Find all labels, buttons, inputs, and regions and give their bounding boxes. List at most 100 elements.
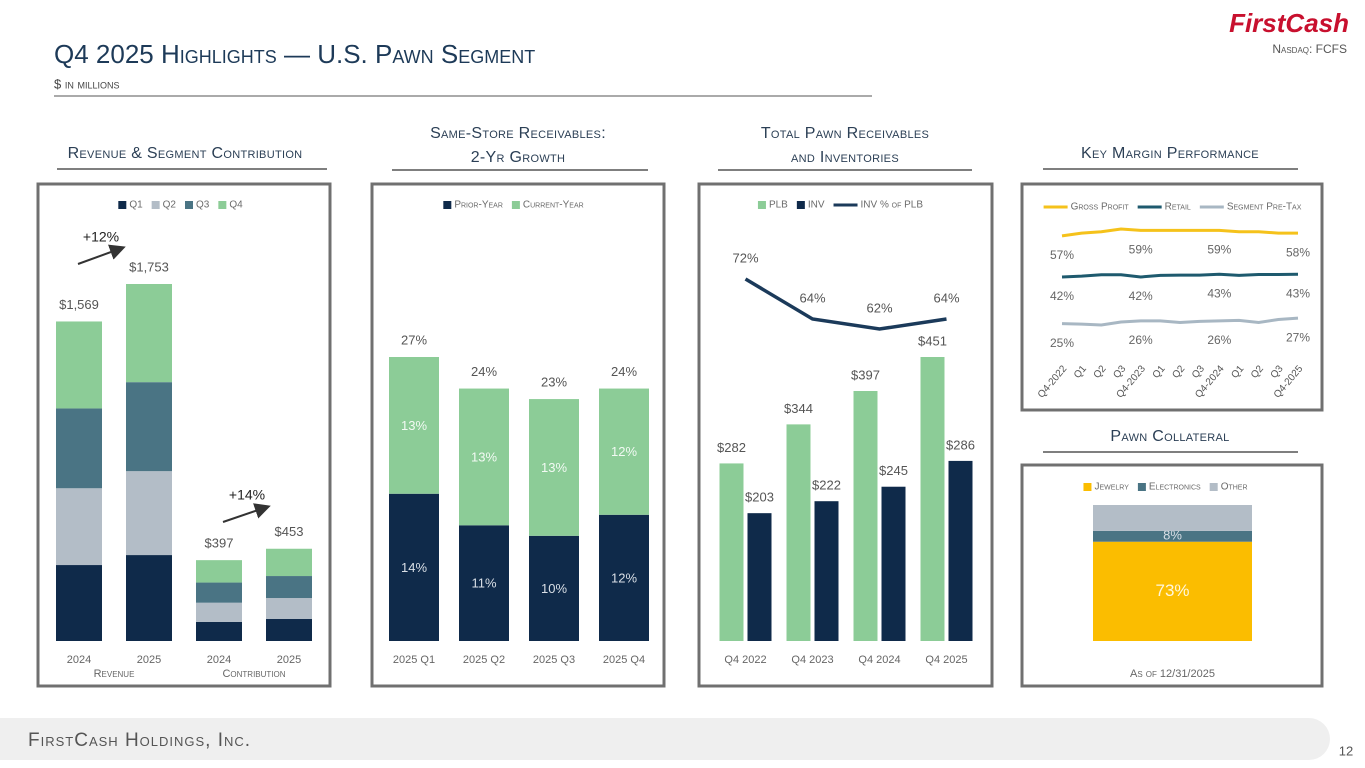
bar-segment: [1093, 530, 1252, 542]
bar: [814, 501, 839, 641]
legend-swatch: [1083, 483, 1092, 491]
bar-segment: [1093, 541, 1252, 641]
bar-segment: [56, 565, 102, 641]
x-tick-label: 2025 Q4: [603, 654, 645, 666]
value-label: $344: [784, 401, 813, 416]
bar: [786, 424, 811, 641]
line: [1061, 227, 1298, 238]
footer-bar: [0, 718, 1330, 760]
segment-label: 11%: [471, 576, 496, 591]
x-tick-label: 2024: [67, 654, 91, 666]
bar-segment: [56, 321, 102, 409]
legend-label: Other: [1221, 482, 1248, 493]
legend: Gross Profit Retail Segment Pre-Tax: [1043, 202, 1302, 213]
legend-label: PLB: [769, 200, 788, 211]
value-label: $222: [812, 478, 841, 493]
segment-label: 12%: [611, 570, 637, 585]
value-label: 59%: [1207, 243, 1231, 257]
legend-label: Jewelry: [1094, 482, 1129, 493]
legend-label: INV % of PLB: [861, 200, 924, 211]
bar: [948, 460, 973, 641]
legend-label: Q3: [196, 200, 210, 211]
value-label: 43%: [1286, 286, 1310, 300]
legend-swatch: [511, 201, 520, 209]
segment-label: 14%: [401, 560, 427, 575]
x-tick-label: Q4 2023: [791, 654, 833, 666]
page-number: 12: [1339, 743, 1353, 758]
bar: [920, 357, 945, 641]
value-label: 59%: [1129, 243, 1153, 257]
segment-label: 13%: [541, 460, 567, 475]
bar-segment: [599, 514, 649, 641]
group-label: Contribution: [222, 668, 285, 680]
line: [1061, 316, 1299, 327]
x-tick-label: As of 12/31/2025: [1130, 668, 1215, 680]
total-label: 27%: [401, 332, 427, 347]
legend-swatch: [443, 201, 452, 209]
page-title: Q4 2025 Highlights — U.S. Pawn Segment: [54, 39, 535, 69]
section-title: Key Margin Performance: [1081, 145, 1259, 162]
value-label: 64%: [933, 290, 959, 305]
legend: PLB INV INV % of PLB: [757, 200, 924, 211]
legend-label: Prior-Year: [454, 200, 503, 211]
segment-label: 73%: [1155, 581, 1189, 600]
legend: Prior-Year Current-Year: [443, 200, 584, 211]
segment-label: 13%: [401, 418, 427, 433]
bar-segment: [389, 357, 439, 494]
legend-swatch: [757, 201, 766, 209]
annotation-arrow: [77, 244, 126, 265]
legend-swatch: [1209, 483, 1218, 491]
annotation: +14%: [229, 487, 265, 503]
bar: [747, 513, 772, 641]
x-tick-label: Q4 2024: [858, 654, 900, 666]
bar-segment: [266, 598, 312, 620]
section-title: Same-Store Receivables: 2-Yr Growth: [430, 125, 606, 166]
bar: [881, 486, 906, 641]
value-label: 72%: [732, 250, 758, 265]
x-tick-label: 2025 Q1: [393, 654, 435, 666]
bar-segment: [266, 576, 312, 599]
bar-segment: [56, 488, 102, 566]
legend-swatch: [151, 201, 160, 209]
legend-swatch: [1137, 483, 1146, 491]
value-label: $451: [918, 333, 947, 348]
value-label: 57%: [1050, 248, 1074, 262]
value-label: 58%: [1286, 245, 1310, 259]
line: [744, 277, 947, 331]
footer-company: FirstCash Holdings, Inc.: [28, 730, 251, 751]
value-label: 26%: [1207, 333, 1231, 347]
logo: FirstCash: [1229, 8, 1349, 38]
legend-swatch: [796, 201, 805, 209]
bar-segment: [599, 388, 649, 515]
x-tick-label: 2025: [277, 654, 301, 666]
annotation: +12%: [83, 229, 119, 245]
legend: Q1 Q2 Q3 Q4: [118, 200, 243, 211]
bar-segment: [126, 284, 172, 383]
segment-label: 8%: [1163, 528, 1182, 543]
segment-label: 12%: [611, 444, 637, 459]
value-label: $286: [946, 437, 975, 452]
legend-label: Retail: [1165, 202, 1191, 213]
value-label: $245: [879, 463, 908, 478]
group-label: Revenue: [94, 668, 135, 680]
title-rules: [57, 168, 1298, 453]
section-title: Pawn Collateral: [1110, 428, 1230, 445]
total-label: $397: [205, 536, 234, 551]
x-tick-label: Q4 2025: [925, 654, 967, 666]
bar-segment: [459, 388, 509, 526]
page-subtitle: $ in millions: [54, 76, 119, 91]
value-label: 43%: [1207, 286, 1231, 300]
legend-label: INV: [808, 200, 825, 211]
bar-segment: [126, 555, 172, 641]
bar: [719, 463, 744, 641]
value-label: 42%: [1129, 289, 1153, 303]
segment-label: 13%: [471, 449, 497, 464]
total-label: $1,753: [129, 259, 169, 274]
bar-segment: [389, 493, 439, 641]
legend: Jewelry Electronics Other: [1083, 482, 1248, 493]
legend-label: Q4: [229, 200, 243, 211]
legend-label: Q1: [129, 200, 143, 211]
legend-label: Q2: [163, 200, 177, 211]
